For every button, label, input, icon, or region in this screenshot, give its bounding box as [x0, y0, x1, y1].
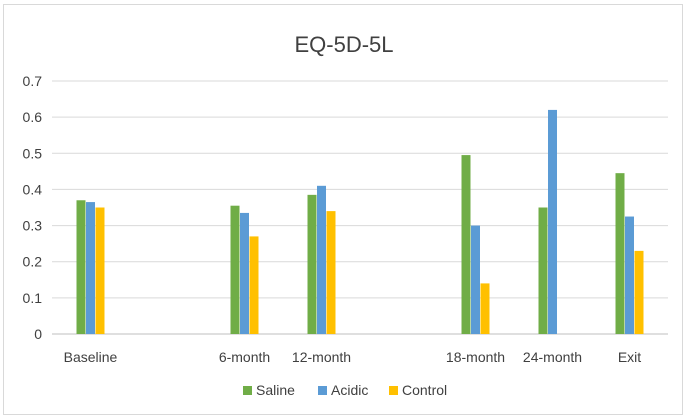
bar-control [634, 250, 644, 334]
bar-acidic [240, 212, 249, 334]
legend-swatch-saline [243, 386, 252, 395]
bar-acidic [471, 225, 480, 334]
bar-saline [615, 173, 625, 334]
legend-label-saline: Saline [256, 382, 295, 398]
legend-swatch-control [389, 386, 398, 395]
bar-control [480, 283, 490, 334]
gridlines [52, 80, 668, 335]
bars [76, 109, 644, 335]
x-tick-label: Baseline [64, 349, 118, 365]
x-axis-ticks: Baseline 6-month 12-month 18-month 24-month E… [64, 349, 642, 365]
legend: Saline Acidic Control [243, 382, 447, 398]
y-tick-label: 0.7 [23, 73, 43, 89]
x-tick-label: 18-month [446, 349, 505, 365]
y-tick-label: 0.6 [23, 109, 43, 125]
bar-saline [307, 194, 317, 334]
bar-acidic [548, 109, 557, 335]
chart-frame [3, 4, 683, 415]
y-tick-label: 0 [34, 326, 42, 342]
bar-acidic [317, 185, 326, 334]
bar-control [249, 236, 259, 334]
y-tick-label: 0.5 [23, 145, 43, 161]
bar-control [326, 211, 336, 334]
x-tick-label: 24-month [523, 349, 582, 365]
chart-title: EQ-5D-5L [294, 32, 393, 57]
y-tick-label: 0.2 [23, 254, 43, 270]
bar-control [95, 207, 105, 334]
x-tick-label: 6-month [219, 349, 270, 365]
legend-label-control: Control [402, 382, 447, 398]
y-axis-ticks: 0 0.1 0.2 0.3 0.4 0.5 0.6 0.7 [23, 73, 43, 342]
bar-saline [230, 205, 240, 334]
y-tick-label: 0.4 [23, 181, 43, 197]
legend-label-acidic: Acidic [331, 382, 368, 398]
legend-swatch-acidic [318, 386, 327, 395]
y-tick-label: 0.3 [23, 218, 43, 234]
bar-acidic [625, 216, 634, 334]
bar-acidic [86, 202, 95, 334]
bar-saline [538, 207, 548, 334]
x-tick-label: 12-month [292, 349, 351, 365]
x-tick-label: Exit [618, 349, 641, 365]
bar-saline [76, 200, 86, 334]
bar-saline [461, 155, 471, 334]
y-tick-label: 0.1 [23, 290, 43, 306]
